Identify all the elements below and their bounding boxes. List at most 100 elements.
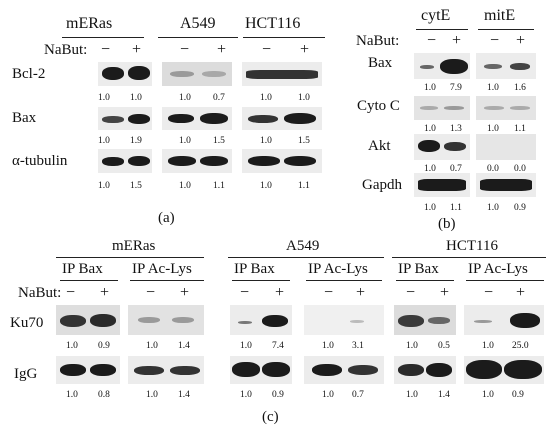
row-label: Bax xyxy=(368,55,393,71)
quant-value: 1.0 xyxy=(322,390,334,400)
quant-value: 0.9 xyxy=(98,341,110,351)
sign-minus: − xyxy=(324,284,334,301)
cell-line-header-c-A549: A549 xyxy=(286,238,320,254)
blot-strip xyxy=(162,107,232,130)
cell-line-header-a-mERas: mERas xyxy=(66,15,113,32)
blot-strip xyxy=(162,62,232,86)
quant-value: 1.0 xyxy=(424,164,436,174)
sign-minus: − xyxy=(406,284,416,301)
quant-value: 1.0 xyxy=(66,390,78,400)
blot-strip xyxy=(230,305,292,335)
blot-strip xyxy=(242,62,322,86)
quant-value: 1.0 xyxy=(240,390,252,400)
quant-value: 1.0 xyxy=(98,136,110,146)
treatment-label-a: NaBut: xyxy=(44,42,88,58)
cell-line-header-c-mERas: mERas xyxy=(112,238,156,254)
quant-value: 0.5 xyxy=(438,341,450,351)
quant-value: 1.1 xyxy=(298,181,310,191)
quant-value: 0.0 xyxy=(487,164,499,174)
blot-strip xyxy=(98,149,152,173)
blot-strip xyxy=(56,356,120,384)
row-label: Bcl-2 xyxy=(12,66,46,82)
blot-strip xyxy=(414,173,470,197)
ip-label: IP Bax xyxy=(62,261,103,277)
quant-value: 1.5 xyxy=(130,181,142,191)
header-underline xyxy=(60,280,118,281)
header-underline xyxy=(56,257,204,258)
quant-value: 1.0 xyxy=(98,93,110,103)
sign-minus: − xyxy=(262,41,272,58)
quant-value: 1.9 xyxy=(130,136,142,146)
row-label: Cyto C xyxy=(357,98,400,114)
sign-plus: + xyxy=(180,284,190,301)
row-label: Ku70 xyxy=(10,315,44,331)
quant-value: 0.7 xyxy=(213,93,225,103)
blot-strip xyxy=(242,149,322,173)
panel-label-b: (b) xyxy=(438,216,456,232)
blot-strip xyxy=(56,305,120,335)
blot-strip xyxy=(304,305,384,335)
row-label: Akt xyxy=(368,138,391,154)
header-underline xyxy=(392,257,546,258)
blot-strip xyxy=(464,356,544,384)
row-label: Bax xyxy=(12,110,37,126)
quant-value: 0.8 xyxy=(98,390,110,400)
blot-strip xyxy=(128,356,204,384)
sign-minus: − xyxy=(101,41,111,58)
quant-value: 1.0 xyxy=(66,341,78,351)
sign-plus: + xyxy=(275,284,285,301)
quant-value: 1.0 xyxy=(487,203,499,213)
blot-strip xyxy=(242,107,322,130)
quant-value: 1.0 xyxy=(130,93,142,103)
quant-value: 1.6 xyxy=(514,83,526,93)
quant-value: 1.0 xyxy=(424,203,436,213)
quant-value: 1.3 xyxy=(450,124,462,134)
quant-value: 0.0 xyxy=(514,164,526,174)
quant-value: 1.4 xyxy=(178,390,190,400)
sign-plus: + xyxy=(516,32,526,49)
quant-value: 1.0 xyxy=(424,124,436,134)
header-underline xyxy=(232,280,290,281)
sign-plus: + xyxy=(217,41,227,58)
blot-strip xyxy=(414,96,470,120)
sign-minus: − xyxy=(484,284,494,301)
quant-value: 0.9 xyxy=(512,390,524,400)
treatment-label-b: NaBut: xyxy=(356,33,400,49)
sign-minus: − xyxy=(490,32,500,49)
quant-value: 1.4 xyxy=(178,341,190,351)
quant-value: 7.4 xyxy=(272,341,284,351)
quant-value: 1.0 xyxy=(322,341,334,351)
sign-plus: + xyxy=(516,284,526,301)
sign-plus: + xyxy=(300,41,310,58)
header-underline xyxy=(228,257,384,258)
sign-plus: + xyxy=(100,284,110,301)
cell-line-header-a-A549: A549 xyxy=(180,15,216,32)
blot-strip xyxy=(98,107,152,130)
quant-value: 1.0 xyxy=(260,93,272,103)
quant-value: 1.0 xyxy=(406,390,418,400)
header-underline xyxy=(62,37,144,38)
fraction-header-mitE: mitE xyxy=(484,7,516,24)
quant-value: 1.4 xyxy=(438,390,450,400)
fraction-header-cytE: cytE xyxy=(421,7,451,24)
header-underline xyxy=(306,280,382,281)
sign-minus: − xyxy=(66,284,76,301)
quant-value: 7.9 xyxy=(450,83,462,93)
sign-minus: − xyxy=(146,284,156,301)
quant-value: 1.1 xyxy=(450,203,462,213)
quant-value: 1.0 xyxy=(179,136,191,146)
quant-value: 1.0 xyxy=(298,93,310,103)
blot-strip xyxy=(464,305,544,335)
quant-value: 1.0 xyxy=(260,136,272,146)
quant-value: 1.5 xyxy=(213,136,225,146)
treatment-label-c: NaBut: xyxy=(18,285,62,301)
quant-value: 1.0 xyxy=(98,181,110,191)
header-underline xyxy=(243,37,325,38)
header-underline xyxy=(478,29,534,30)
quant-value: 1.0 xyxy=(482,390,494,400)
sign-plus: + xyxy=(452,32,462,49)
quant-value: 1.0 xyxy=(487,124,499,134)
blot-strip xyxy=(476,173,536,197)
ip-label: IP Bax xyxy=(398,261,439,277)
blot-strip xyxy=(304,356,384,384)
